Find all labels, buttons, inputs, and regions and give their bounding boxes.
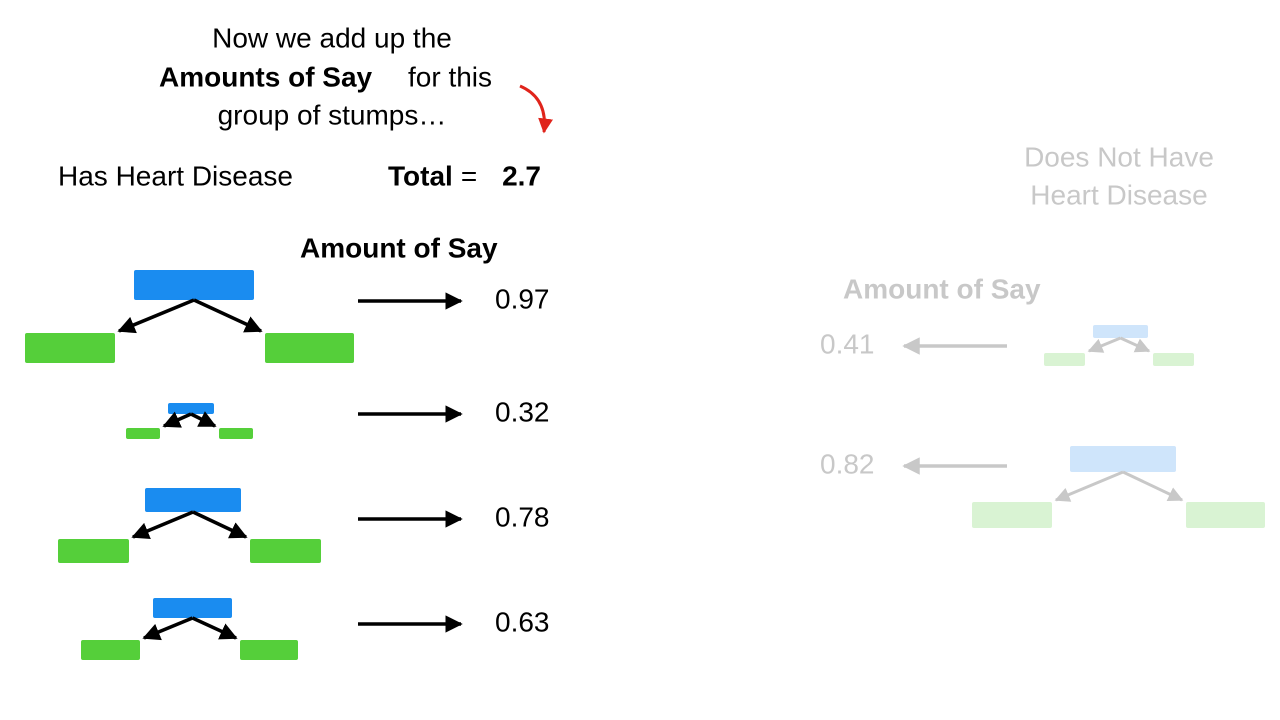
root-node bbox=[1070, 446, 1176, 472]
root-node bbox=[145, 488, 241, 512]
caption-line: group of stumps… bbox=[218, 99, 447, 130]
total-value: 2.7 bbox=[502, 160, 541, 191]
caption-bold: Amounts of Say bbox=[159, 61, 373, 92]
stump bbox=[972, 446, 1265, 528]
root-node bbox=[1093, 325, 1148, 338]
root-node bbox=[168, 403, 214, 414]
class-title: Heart Disease bbox=[1030, 179, 1207, 210]
leaf-node bbox=[265, 333, 354, 363]
leaf-node bbox=[219, 428, 253, 439]
branch-arrow bbox=[1119, 336, 1151, 353]
amount-value: 0.82 bbox=[820, 448, 875, 479]
caption-line: for this bbox=[408, 61, 492, 92]
stump bbox=[81, 598, 298, 660]
stump bbox=[1044, 325, 1194, 366]
branch-arrow bbox=[117, 298, 195, 334]
leaf-node bbox=[25, 333, 115, 363]
leaf-node bbox=[1044, 353, 1085, 366]
faded-group: Does Not Have Heart Disease Amount of Sa… bbox=[820, 141, 1265, 528]
root-node bbox=[134, 270, 254, 300]
leaf-node bbox=[250, 539, 321, 563]
amount-header: Amount of Say bbox=[300, 232, 498, 263]
amount-value: 0.41 bbox=[820, 328, 875, 359]
red-arrow bbox=[519, 84, 554, 134]
amount-value: 0.63 bbox=[495, 606, 550, 637]
total-label: Total bbox=[388, 160, 453, 191]
branch-arrow bbox=[193, 298, 263, 333]
branch-arrow bbox=[142, 616, 194, 641]
leaf-node bbox=[1153, 353, 1194, 366]
stump bbox=[126, 403, 253, 439]
root-node bbox=[153, 598, 232, 618]
leaf-node bbox=[58, 539, 129, 563]
branch-arrow bbox=[1087, 336, 1122, 353]
class-title: Has Heart Disease bbox=[58, 160, 293, 191]
caption-line: Now we add up the bbox=[212, 22, 452, 53]
leaf-node bbox=[240, 640, 298, 660]
class-title: Does Not Have bbox=[1024, 141, 1214, 172]
branch-arrow bbox=[131, 510, 194, 540]
total-sign: = bbox=[461, 160, 477, 191]
leaf-node bbox=[972, 502, 1052, 528]
branch-arrow bbox=[1054, 470, 1124, 502]
leaf-node bbox=[81, 640, 140, 660]
branch-arrow bbox=[192, 510, 248, 539]
amount-value: 0.32 bbox=[495, 396, 550, 427]
branch-arrow bbox=[190, 411, 217, 428]
branch-arrow bbox=[162, 411, 192, 428]
leaf-node bbox=[1186, 502, 1265, 528]
branch-arrow bbox=[191, 616, 238, 640]
amount-value: 0.97 bbox=[495, 283, 550, 314]
stump bbox=[25, 270, 354, 363]
amount-value: 0.78 bbox=[495, 501, 550, 532]
branch-arrow bbox=[1122, 470, 1184, 502]
stump bbox=[58, 488, 321, 563]
amount-header: Amount of Say bbox=[843, 273, 1041, 304]
leaf-node bbox=[126, 428, 160, 439]
